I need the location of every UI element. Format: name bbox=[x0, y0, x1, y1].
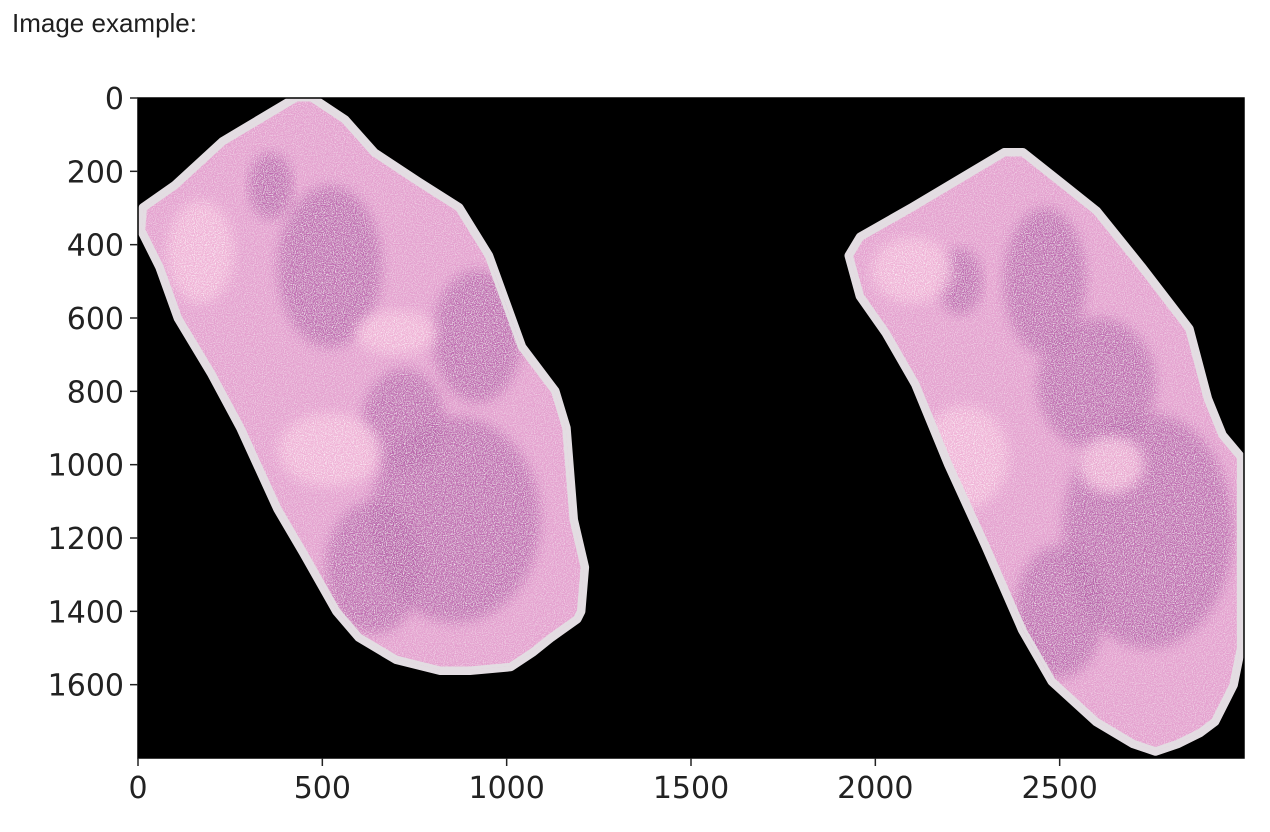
y-tick-label: 1600 bbox=[48, 669, 124, 704]
tissue-left bbox=[141, 98, 585, 670]
tissue-right-light-region bbox=[1078, 435, 1145, 494]
x-tick-label: 500 bbox=[294, 771, 351, 806]
tissue-right-dense-region bbox=[1015, 545, 1104, 678]
tissue-left-dense-region bbox=[326, 501, 422, 634]
y-tick-label: 600 bbox=[67, 302, 124, 337]
y-tick-label: 800 bbox=[67, 375, 124, 410]
tissue-left-light-region bbox=[355, 310, 437, 355]
x-tick-label: 2500 bbox=[1021, 771, 1097, 806]
tissue-left-light-region bbox=[167, 200, 234, 304]
x-tick-label: 1000 bbox=[468, 771, 544, 806]
x-tick-label: 1500 bbox=[653, 771, 729, 806]
tissue-right-dense-region bbox=[1004, 208, 1086, 355]
y-tick-label: 400 bbox=[67, 229, 124, 264]
x-tick-label: 2000 bbox=[837, 771, 913, 806]
tissue-right-light-region bbox=[871, 237, 953, 304]
tissue-left-dense-region bbox=[248, 153, 293, 219]
y-tick-label: 200 bbox=[67, 155, 124, 190]
y-tick-label: 1400 bbox=[48, 595, 124, 630]
tissue-right-dense-region bbox=[1037, 318, 1156, 450]
y-tick-label: 1000 bbox=[48, 449, 124, 484]
tissue-right bbox=[849, 153, 1241, 751]
tissue-left-light-region bbox=[278, 413, 382, 487]
tissue-left-dense-region bbox=[278, 186, 382, 348]
x-tick-label: 0 bbox=[128, 771, 147, 806]
tissue-left-dense-region bbox=[432, 270, 522, 403]
image-caption: Image example: bbox=[12, 8, 197, 38]
y-tick-label: 0 bbox=[105, 82, 124, 117]
y-tick-label: 1200 bbox=[48, 522, 124, 557]
